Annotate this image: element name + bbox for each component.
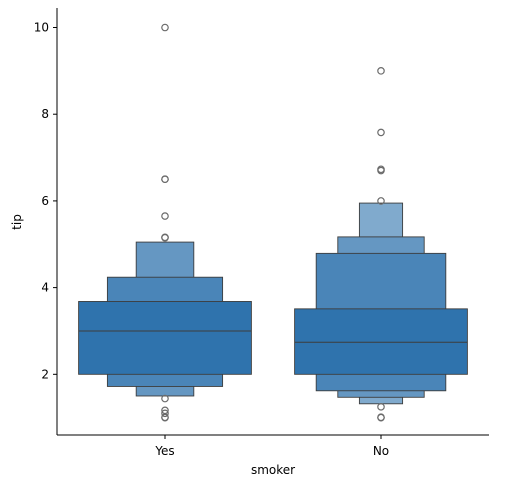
plot-area (78, 23, 468, 422)
y-axis: 2 4 6 8 10 (34, 8, 58, 435)
outlier-point (161, 394, 169, 403)
y-tick-label: 6 (41, 194, 49, 208)
y-tick-label: 10 (34, 21, 49, 35)
y-axis-label: tip (10, 214, 24, 230)
x-axis: Yes No (57, 434, 489, 458)
x-axis-label: smoker (251, 463, 295, 477)
outlier-point (377, 128, 385, 137)
outlier-point (377, 403, 385, 411)
outlier-point (161, 413, 169, 422)
outlier-point (377, 197, 385, 205)
y-tick-label: 2 (41, 367, 49, 381)
group-no (294, 67, 468, 422)
outlier-point (377, 413, 385, 422)
y-tick-label: 8 (41, 107, 49, 121)
outlier-point (377, 67, 385, 75)
outlier-point (161, 409, 169, 418)
outlier-point (161, 175, 169, 184)
outlier-point (161, 23, 169, 32)
y-tick-label: 4 (41, 281, 49, 295)
group-yes (78, 23, 252, 422)
outlier-point (377, 166, 385, 175)
x-tick-label: No (373, 444, 389, 458)
box-level-1 (78, 301, 252, 375)
box-level-1 (294, 308, 468, 375)
outlier-point (161, 212, 169, 220)
outlier-point (161, 233, 169, 242)
x-tick-label: Yes (154, 444, 174, 458)
